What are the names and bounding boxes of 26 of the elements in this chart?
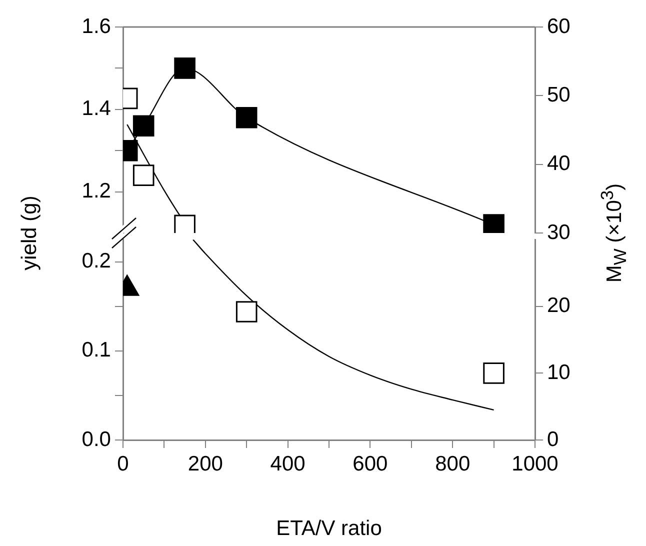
point	[132, 115, 154, 137]
y-tick-label: 0.1	[82, 338, 111, 362]
x-tick-label: 1000	[512, 452, 558, 476]
x-tick-label: 200	[188, 452, 223, 476]
line-series	[192, 240, 494, 411]
y2-tick-label: 30	[547, 220, 570, 244]
y-tick-label: 0.0	[82, 428, 111, 451]
point	[174, 58, 196, 79]
y2-tick-label: 20	[547, 294, 570, 318]
y-tick-label: 1.4	[82, 97, 112, 120]
y-axis-title: yield (g)	[18, 196, 42, 270]
point	[483, 214, 504, 233]
y2-tick-label: 40	[547, 152, 570, 176]
y2-tick-label: 10	[547, 360, 570, 384]
x-axis-title: ETA/V ratio	[276, 517, 382, 540]
y2-tick-label: 60	[547, 14, 570, 38]
y-tick-label: 0.2	[82, 250, 111, 273]
y2-tick-label: 0	[547, 428, 559, 451]
x-tick-label: 800	[435, 452, 470, 476]
y2-tick-label: 50	[547, 83, 570, 106]
y-tick-label: 1.6	[82, 14, 111, 38]
y-tick-label: 1.2	[82, 180, 111, 203]
x-tick-label: 600	[352, 452, 388, 476]
x-tick-label: 0	[117, 452, 129, 476]
x-tick-label: 400	[270, 452, 306, 476]
point	[236, 106, 258, 128]
